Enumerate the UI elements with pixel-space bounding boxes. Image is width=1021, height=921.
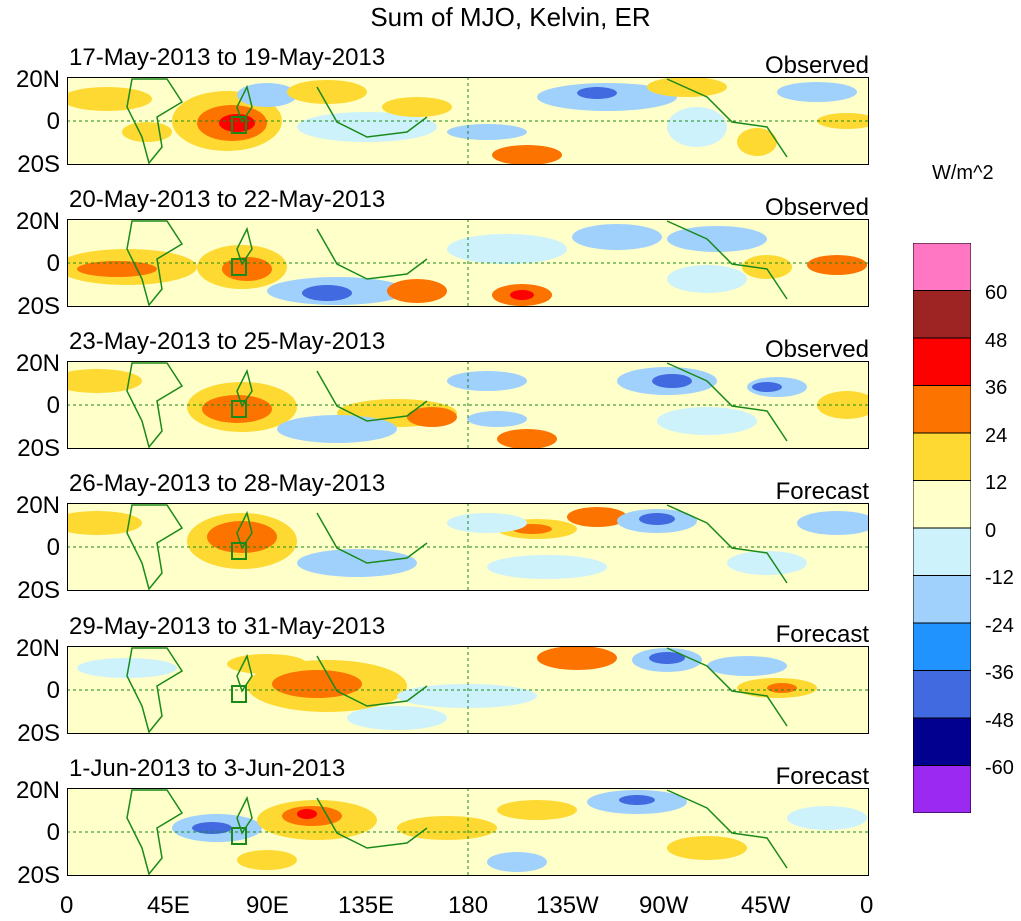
lat-label: 20S [17,151,60,178]
map-panel-5: 29-May-2013 to 31-May-2013 Forecast [67,613,869,734]
panel-date-range: 26-May-2013 to 28-May-2013 [69,470,386,497]
lon-label: 90W [639,892,689,919]
lat-label: 20N [15,66,60,93]
lon-label: 90E [246,892,289,919]
colorbar-units: W/m^2 [932,162,994,184]
panel-kind-label: Observed [764,194,869,221]
lat-label: 20N [15,350,60,377]
lat-label: 20S [17,862,60,889]
colorbar-label: -24 [985,615,1014,637]
panel-kind-label: Forecast [775,478,869,505]
lat-label: 0 [46,819,60,846]
panel-date-range: 1-Jun-2013 to 3-Jun-2013 [69,755,346,782]
colorbar-label: -48 [985,710,1014,732]
map-panel-2: 20-May-2013 to 22-May-2013 Observed [67,186,869,307]
colorbar-label: 0 [985,520,997,542]
lat-label: 20N [15,492,60,519]
lat-label: 0 [46,250,60,277]
colorbar-label: 60 [985,282,1008,304]
colorbar-swatches [913,243,971,813]
lat-label: 20S [17,577,60,604]
lat-label: 20S [17,720,60,747]
colorbar-label: 12 [985,472,1008,494]
map-panel-6: 1-Jun-2013 to 3-Jun-2013 Forecast [67,755,869,876]
lon-label: 135E [338,892,395,919]
panel-date-range: 29-May-2013 to 31-May-2013 [69,613,386,640]
olr-anomaly-map [67,77,869,165]
colorbar-label: 24 [985,425,1008,447]
colorbar-label: 36 [985,377,1008,399]
lat-label: 20S [17,435,60,462]
panel-kind-label: Observed [764,336,869,363]
lat-label: 20N [15,208,60,235]
lat-label: 0 [46,677,60,704]
figure-title: Sum of MJO, Kelvin, ER [370,2,651,32]
lat-label: 20S [17,293,60,320]
lat-label: 0 [46,392,60,419]
olr-anomaly-map [67,503,869,591]
colorbar-label: -60 [985,757,1014,779]
lon-label: 135W [536,892,599,919]
map-panel-4: 26-May-2013 to 28-May-2013 Forecast [67,470,869,591]
olr-anomaly-map [67,788,869,876]
lon-label: 0 [860,892,874,919]
panel-date-range: 17-May-2013 to 19-May-2013 [69,44,386,71]
panel-kind-label: Observed [764,52,869,79]
olr-anomaly-map [67,219,869,307]
lat-label: 0 [46,108,60,135]
panel-kind-label: Forecast [775,763,869,790]
olr-anomaly-map [67,361,869,449]
panel-date-range: 23-May-2013 to 25-May-2013 [69,328,386,355]
colorbar-label: -12 [985,567,1014,589]
colorbar-label: -36 [985,662,1014,684]
lon-label: 45W [741,892,791,919]
lon-label: 0 [60,892,74,919]
lon-label: 45E [147,892,190,919]
map-panel-3: 23-May-2013 to 25-May-2013 Observed [67,328,869,449]
map-panel-1: 17-May-2013 to 19-May-2013 Observed [67,44,869,165]
lat-label: 20N [15,777,60,804]
colorbar-label: 48 [985,330,1008,352]
olr-anomaly-map [67,646,869,734]
panel-date-range: 20-May-2013 to 22-May-2013 [69,186,386,213]
colorbar [913,243,971,813]
panel-kind-label: Forecast [775,621,869,648]
lon-label: 180 [448,892,489,919]
lat-label: 20N [15,635,60,662]
lat-label: 0 [46,534,60,561]
